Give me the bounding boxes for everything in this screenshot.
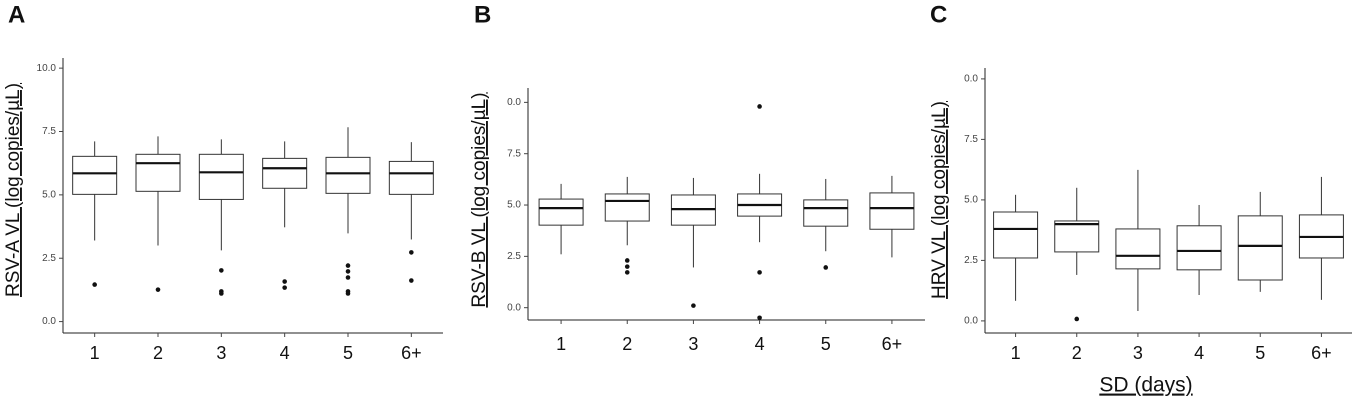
x-tick-label: 3 [216,343,226,363]
x-tick-label: 5 [821,334,831,354]
y-tick-label: 2.5 [964,255,978,266]
outlier [757,315,762,321]
outlier [757,270,762,275]
y-axis-label: HRV VL (log copies/µL) [929,101,950,299]
y-axis-label: RSV-A VL (log copies/µL) [3,83,24,297]
box [198,153,244,200]
y-tick-label: 10.0 [37,63,57,74]
outlier [92,282,97,287]
x-tick-label: 3 [688,334,698,354]
y-tick-label: 0.0 [507,302,521,313]
x-axis-label: SD (days) [1099,374,1192,397]
box [993,211,1039,259]
x-tick-label: 4 [755,334,765,354]
outlier [282,285,287,290]
y-tick-label: 7.5 [964,134,978,145]
outlier [219,291,224,296]
box [803,199,849,227]
y-tick-label: 0.0 [964,74,978,85]
box [869,192,915,230]
box [262,157,308,189]
x-tick-label: 4 [280,343,290,363]
x-tick-label: 5 [343,343,353,363]
y-tick-label: 7.5 [507,148,521,159]
outlier [409,278,414,283]
x-tick-label: 2 [622,334,632,354]
box [1054,220,1100,253]
outlier [757,104,762,109]
panel-letter: C [930,1,947,28]
x-tick-label: 6+ [1311,343,1332,363]
box [1237,215,1283,281]
y-tick-label: 0.0 [964,316,978,327]
outlier [345,291,351,296]
y-tick-label: 2.5 [507,251,521,262]
y-tick-label: 0.0 [42,316,56,327]
outlier [1074,316,1080,322]
x-tick-label: 1 [556,334,566,354]
y-tick-label: 0.0 [507,97,521,108]
x-tick-label: 4 [1194,343,1204,363]
x-tick-label: 3 [1133,343,1143,363]
x-tick-label: 6+ [401,343,422,363]
outlier [823,265,829,270]
box [538,198,584,226]
x-tick-label: 1 [90,343,100,363]
outlier [219,268,224,273]
box [72,155,118,195]
y-tick-label: 2.5 [42,253,56,264]
box [325,156,371,194]
panel-letter: A [8,1,25,28]
x-tick-label: 5 [1255,343,1265,363]
outlier [345,275,351,280]
x-tick-label: 1 [1011,343,1021,363]
outlier [624,258,630,263]
box [135,153,181,192]
y-tick-label: 5.0 [507,200,521,211]
outlier [345,269,351,274]
y-tick-label: 7.5 [42,126,56,137]
outlier [345,263,351,268]
y-tick-label: 5.0 [964,195,978,206]
outlier [282,279,287,284]
outlier [691,303,696,308]
outlier [409,250,414,255]
outlier [624,270,630,275]
x-tick-label: 6+ [882,334,903,354]
panel-letter: B [474,1,491,28]
outlier [155,287,161,292]
box [1115,228,1161,270]
box [1176,225,1222,271]
box [604,193,650,222]
x-tick-label: 2 [153,343,163,363]
box [388,160,434,195]
x-tick-label: 2 [1072,343,1082,363]
y-axis-label: RSV-B VL (log copies/µL) [469,92,490,307]
y-tick-label: 5.0 [42,190,56,201]
outlier [624,264,630,269]
